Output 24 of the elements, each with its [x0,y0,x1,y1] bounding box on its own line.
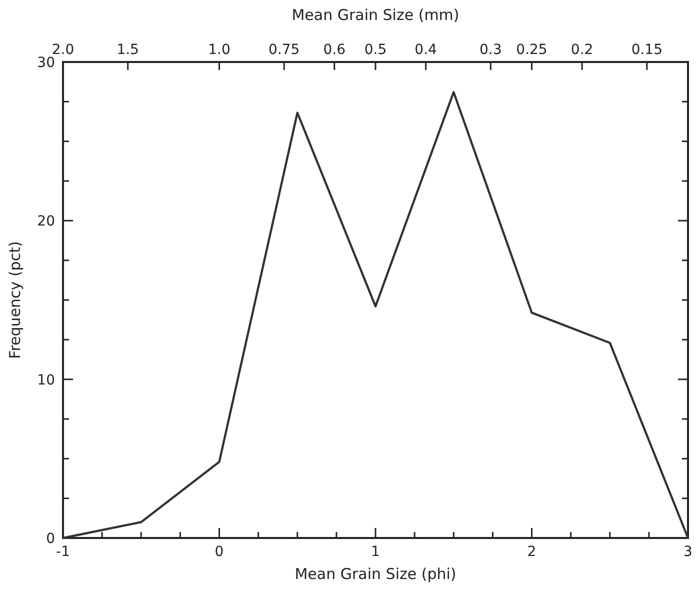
x2-tick-label: 0.5 [364,42,387,58]
x2-tick-label: 0.6 [323,42,346,58]
x2-tick-label: 1.5 [116,42,139,58]
y-tick-label: 10 [37,372,55,388]
y-tick-label: 0 [46,531,55,547]
x-tick-label: 2 [527,544,536,560]
y-tick-label: 30 [37,55,55,71]
x-tick-label: 0 [214,544,224,560]
x-tick-label: 3 [684,544,692,560]
y-axis-title: Frequency (pct) [6,241,24,359]
x2-tick-label: 0.15 [631,42,662,58]
x2-axis-title: Mean Grain Size (mm) [292,6,460,24]
x2-tick-label: 2.0 [52,42,74,58]
x2-tick-label: 1.0 [208,42,230,58]
line-series [62,91,690,540]
x-tick-label: -1 [56,544,70,560]
x-axis-title: Mean Grain Size (phi) [294,565,456,583]
x2-tick-label: 0.25 [516,42,548,58]
x2-tick-label: 0.75 [268,42,300,58]
x2-tick-label: 0.3 [480,42,502,58]
x-tick-label: 1 [371,544,380,560]
x2-tick-label: 0.2 [570,42,594,58]
x2-tick-label: 0.4 [414,42,438,58]
y-tick-label: 20 [37,214,55,230]
